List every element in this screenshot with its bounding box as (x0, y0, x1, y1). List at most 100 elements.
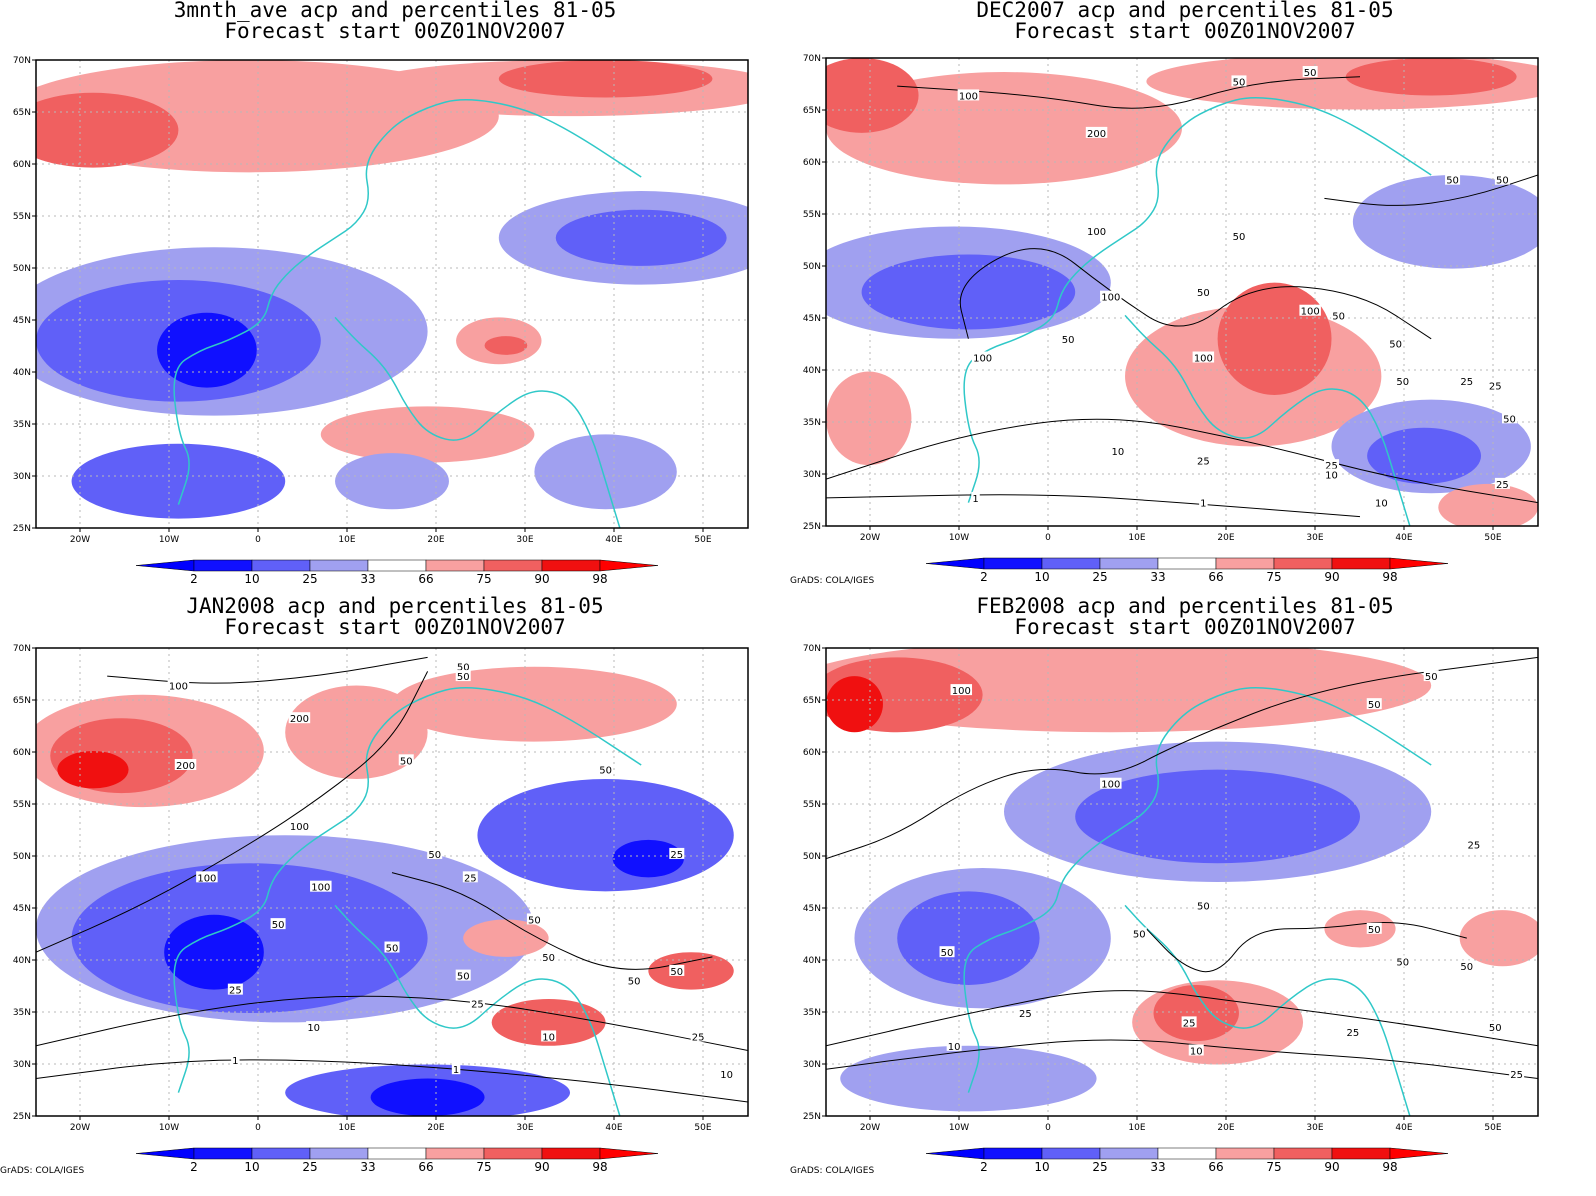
contour-label: 50 (670, 967, 683, 978)
contour-label: 100 (1101, 780, 1120, 791)
colorbar-label: 75 (476, 1160, 491, 1174)
lat-label: 70N (13, 56, 31, 66)
contour-label-bg (1331, 309, 1347, 321)
contour-label: 50 (1446, 176, 1459, 187)
contour-label-bg (950, 684, 973, 696)
colorbar-label: 2 (980, 1160, 988, 1174)
colorbar-label: 90 (1324, 1160, 1339, 1174)
shaded-region (648, 952, 734, 990)
colorbar-segment (1273, 1147, 1333, 1160)
shaded-region (1324, 910, 1396, 948)
contour-label-bg (231, 1053, 240, 1065)
colorbar-label: 25 (1092, 570, 1107, 584)
lat-label: 65N (13, 108, 31, 118)
colorbar: 2 10 25 33 66 75 90 98 (135, 559, 659, 586)
colorbar: 2 10 25 33 66 75 90 98 (925, 557, 1449, 584)
contour-label: 10 (542, 1032, 555, 1043)
contour-label: 50 (1062, 335, 1075, 346)
shaded-region (71, 443, 286, 519)
contour-label-bg (455, 969, 471, 981)
colorbar-label: 25 (1092, 1160, 1107, 1174)
contour-label: 50 (457, 972, 470, 983)
contour-label: 1 (972, 494, 978, 505)
colorbar-segment (1041, 557, 1101, 570)
shaded-region (534, 434, 677, 510)
shaded-region (463, 919, 549, 957)
contour-label: 25 (471, 1000, 484, 1011)
contour-label: 50 (1233, 232, 1246, 243)
colorbar-arrow-high (599, 559, 659, 572)
lat-label: 25N (803, 522, 821, 532)
contour-line (826, 1039, 1538, 1080)
contour-label: 50 (1368, 925, 1381, 936)
shaded-region (498, 60, 713, 98)
contour-label: 200 (176, 761, 195, 772)
shaded-region (612, 839, 684, 878)
colorbar-arrow-high (1389, 557, 1449, 570)
lon-label: 10E (338, 535, 355, 545)
panel-title: DEC2007 acp and percentiles 81-05 (976, 0, 1394, 22)
shaded-region (1075, 769, 1360, 864)
contour-label-bg (1324, 459, 1340, 471)
contour-label: 1 (232, 1056, 238, 1067)
colorbar-arrow-low (135, 559, 195, 572)
map-panel-jan2008: JAN2008 acp and percentiles 81-05 Foreca… (0, 590, 790, 1196)
lon-label: 50E (694, 1123, 711, 1133)
contour-label-bg (1466, 838, 1482, 850)
colorbar-label: 66 (418, 572, 433, 586)
shaded-region (36, 92, 179, 168)
contour-label: 50 (1197, 901, 1210, 912)
contour-label-bg (1487, 1021, 1503, 1033)
colorbar-segment (367, 559, 427, 572)
shaded-region (285, 685, 428, 780)
panel-subtitle: Forecast start 00Z01NOV2007 (1014, 615, 1356, 639)
contour-label: 50 (941, 948, 954, 959)
lat-label: 65N (803, 106, 821, 116)
shaded-region (477, 779, 734, 892)
colorbar-label: 90 (1324, 570, 1339, 584)
contour-label-bg (939, 946, 955, 958)
contour-label-bg (669, 847, 685, 859)
colorbar-segment (1041, 1147, 1101, 1160)
lat-label: 35N (13, 420, 31, 430)
lat-label: 60N (13, 160, 31, 170)
shaded-region (164, 914, 264, 990)
lon-label: 50E (1484, 1123, 1501, 1133)
contour-label-bg (1195, 899, 1211, 911)
contour-line (107, 656, 428, 684)
contour-label: 100 (1101, 293, 1120, 304)
lon-label: 20W (860, 533, 880, 543)
contour-label: 50 (542, 953, 555, 964)
contour-label: 25 (1325, 461, 1338, 472)
contour-line (391, 872, 713, 970)
shaded-region (826, 58, 919, 133)
colorbar-label: 2 (190, 1160, 198, 1174)
contour-label-bg (462, 871, 478, 883)
lat-label: 55N (803, 800, 821, 810)
contour-label-bg (526, 913, 542, 925)
coastline (963, 687, 1432, 1093)
lon-label: 20W (860, 1123, 880, 1133)
colorbar-segment (425, 1147, 485, 1160)
contour-label-bg (1085, 225, 1108, 237)
shaded-region (157, 312, 257, 388)
contour-label: 1 (1200, 499, 1206, 510)
contour-label: 50 (457, 663, 470, 674)
contour-label-bg (1324, 468, 1340, 480)
contour-label-bg (1188, 1044, 1204, 1056)
map-panel-dec2007: DEC2007 acp and percentiles 81-05 Foreca… (790, 0, 1580, 590)
contour-label: 25 (464, 873, 477, 884)
contour-label-bg (398, 754, 414, 766)
contour-label-bg (1231, 75, 1247, 87)
contour-label-bg (384, 941, 400, 953)
colorbar-segment (193, 559, 253, 572)
shaded-region (320, 406, 535, 463)
shaded-region (57, 750, 129, 789)
contour-label-bg (1199, 496, 1208, 508)
contour-label: 10 (1325, 471, 1338, 482)
colorbar-segment (251, 1147, 311, 1160)
contour-label: 50 (1396, 377, 1409, 388)
colorbar-segment (483, 559, 543, 572)
grads-credit: GrADS: COLA/IGES (790, 576, 874, 586)
colorbar-label: 33 (1150, 570, 1165, 584)
